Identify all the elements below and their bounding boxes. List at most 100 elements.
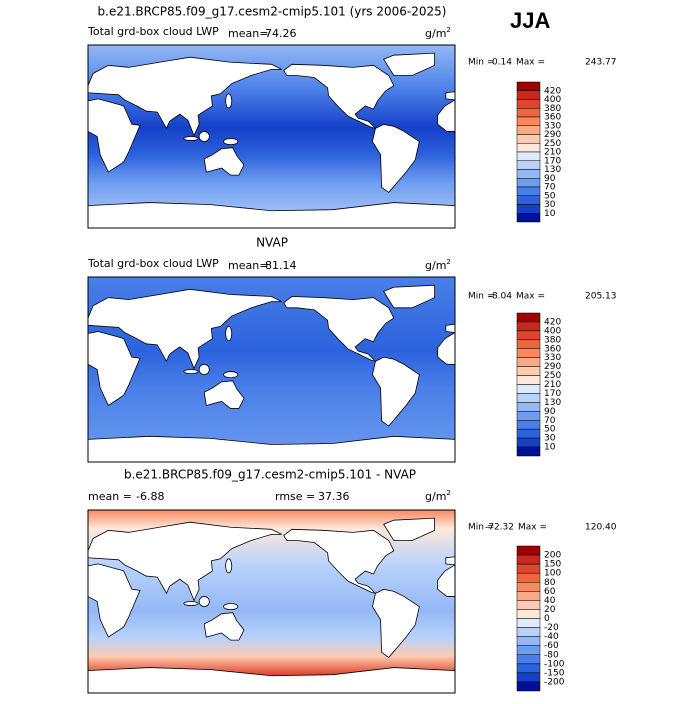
max-label: Max =	[518, 523, 547, 533]
colorbar-label: 130	[544, 398, 561, 408]
colorbar-box	[516, 545, 541, 556]
colorbar-box	[516, 348, 541, 358]
colorbar-box	[516, 609, 541, 619]
colorbar-label: 80	[544, 578, 556, 588]
min-value: -8.04	[489, 292, 513, 302]
colorbar-box	[516, 312, 541, 323]
rmse-value: 37.36	[318, 490, 350, 503]
field-label: Total grd-box cloud LWP	[87, 25, 219, 38]
colorbar-box	[516, 428, 541, 439]
colorbar-label: -60	[544, 641, 559, 651]
colorbar-label: 150	[544, 560, 561, 570]
units-base: g/m	[425, 259, 446, 272]
colorbar-box	[516, 108, 541, 118]
colorbar-box	[516, 143, 541, 153]
colorbar-label: 50	[544, 425, 556, 435]
colorbar-label: 330	[544, 353, 561, 363]
colorbar-box	[516, 411, 541, 421]
colorbar-label: 70	[544, 183, 556, 193]
colorbar-label: 40	[544, 596, 556, 606]
colorbar-box	[516, 591, 541, 601]
colorbar-label: 60	[544, 587, 556, 597]
max-label: Max =	[516, 58, 545, 68]
colorbar-box	[516, 151, 541, 161]
colorbar-box	[516, 116, 541, 126]
colorbar-label: 30	[544, 434, 556, 444]
colorbar-box	[516, 420, 541, 430]
min-value: 0.14	[492, 58, 512, 68]
colorbar-box	[516, 213, 541, 223]
colorbar-label: 290	[544, 362, 561, 372]
min-label: Min =	[468, 58, 494, 68]
colorbar-box	[516, 195, 541, 205]
colorbar-label: 20	[544, 605, 556, 615]
colorbar-label: 360	[544, 113, 561, 123]
colorbar-label: 70	[544, 416, 556, 426]
colorbar-box	[516, 618, 541, 628]
colorbar-box	[516, 563, 541, 574]
colorbar-box	[516, 125, 541, 135]
units-base: g/m	[425, 27, 446, 40]
colorbar-box	[516, 554, 541, 565]
colorbar-box	[516, 330, 541, 341]
mean-value: 81.14	[265, 259, 297, 272]
colorbar-label: 210	[544, 380, 561, 390]
panel-title: NVAP	[256, 236, 288, 250]
colorbar-box	[516, 357, 541, 367]
colorbar-label: 90	[544, 174, 556, 184]
colorbar-box	[516, 600, 541, 610]
colorbar-label: 250	[544, 371, 561, 381]
colorbar-box	[516, 654, 541, 665]
min-value: -72.32	[485, 523, 514, 533]
colorbar-label: 400	[544, 95, 561, 105]
rmse-label: rmse =	[275, 490, 315, 503]
colorbar-box	[516, 645, 541, 655]
field-label: Total grd-box cloud LWP	[87, 257, 219, 270]
mean-value: 74.26	[265, 27, 297, 40]
colorbar-box	[516, 339, 541, 349]
colorbar-label: 10	[544, 443, 556, 453]
colorbar-label: 360	[544, 344, 561, 354]
min-label: Min =	[468, 523, 494, 533]
colorbar-box	[516, 663, 541, 674]
max-value: 120.40	[585, 523, 617, 533]
colorbar-label: 200	[544, 551, 561, 561]
colorbar-box	[516, 393, 541, 403]
colorbar-box	[516, 99, 541, 109]
colorbar-label: 100	[544, 569, 561, 579]
mean-label: mean =	[88, 490, 132, 503]
colorbar-label: -40	[544, 632, 559, 642]
colorbar-label: -80	[544, 650, 559, 660]
mean-value: -6.88	[136, 490, 164, 503]
colorbar-label: -150	[544, 668, 565, 678]
colorbar-label: 0	[544, 614, 550, 624]
colorbar-label: -20	[544, 623, 559, 633]
colorbar-box	[516, 178, 541, 188]
colorbar-label: 90	[544, 407, 556, 417]
map-frame	[87, 276, 456, 463]
colorbar-label: 420	[544, 317, 561, 327]
units-power: 2	[446, 26, 450, 34]
colorbar-label: 10	[544, 209, 556, 219]
colorbar-box	[516, 446, 541, 457]
colorbar-box	[516, 636, 541, 646]
colorbar-box	[516, 672, 541, 683]
colorbar-box	[516, 582, 541, 592]
colorbar-label: 420	[544, 86, 561, 96]
colorbar-box	[516, 134, 541, 144]
units-power: 2	[446, 489, 450, 497]
colorbar-label: 380	[544, 335, 561, 345]
max-value: 205.13	[585, 292, 617, 302]
season: JJA	[510, 8, 550, 33]
mean-label: mean=	[228, 259, 268, 272]
colorbar-box	[516, 160, 541, 170]
colorbar-label: 330	[544, 121, 561, 131]
colorbar-box	[516, 681, 541, 692]
colorbar-box	[516, 437, 541, 448]
colorbar-box	[516, 204, 541, 214]
panel-title: b.e21.BRCP85.f09_g17.cesm2-cmip5.101 (yr…	[98, 5, 447, 19]
colorbar-label: 130	[544, 165, 561, 175]
max-value: 243.77	[585, 58, 617, 68]
units: g/m2	[425, 258, 451, 272]
